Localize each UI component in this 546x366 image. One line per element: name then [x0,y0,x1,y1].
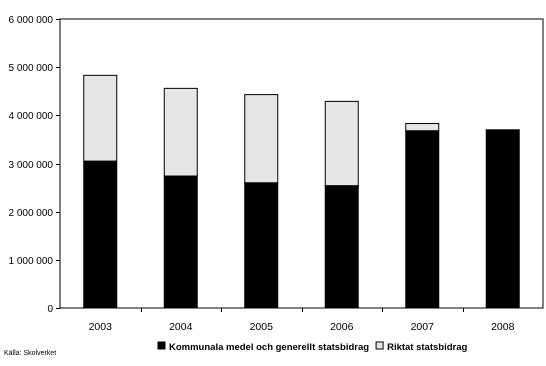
y-tick-label: 2 000 000 [9,208,54,219]
y-tick-label: 5 000 000 [9,63,54,74]
legend-swatch [157,341,166,350]
legend: Kommunala medel och generellt statsbidra… [157,341,468,353]
x-tick-label: 2008 [491,321,515,333]
legend-label: Kommunala medel och generellt statsbidra… [169,342,369,353]
labels-layer: 0 1 000 000 2 000 000 3 000 000 4 000 000 5 0… [9,15,515,333]
y-tick-label: 0 [47,304,53,315]
bar-kommunala-2006 [324,185,359,309]
y-tick-label: 3 000 000 [9,160,54,171]
bar-riktat-2004 [163,87,198,177]
bar-riktat-2005 [244,94,279,184]
legend-label: Riktat statsbidrag [387,342,467,353]
x-tick-label: 2003 [89,321,113,333]
bar-riktat-2007 [405,123,440,132]
bar-kommunala-2003 [83,160,118,309]
y-tick-label: 1 000 000 [9,256,54,267]
bar-riktat-2003 [83,74,118,162]
x-tick-label: 2005 [250,321,274,333]
source-note: Källa: Skolverket [4,350,56,357]
x-tick-label: 2006 [330,321,354,333]
x-tick-label: 2007 [411,321,435,333]
plot-frame [59,18,544,309]
bar-kommunala-2005 [244,182,279,309]
bar-kommunala-2008 [485,129,520,309]
axes-layer [56,18,544,312]
y-tick-label: 6 000 000 [9,15,54,26]
bar-riktat-2006 [324,100,359,187]
bar-kommunala-2007 [405,130,440,309]
bar-kommunala-2004 [163,175,198,309]
x-tick-label: 2004 [169,321,193,333]
legend-swatch [375,341,384,350]
y-tick-label: 4 000 000 [9,111,54,122]
bars-layer [83,74,520,309]
